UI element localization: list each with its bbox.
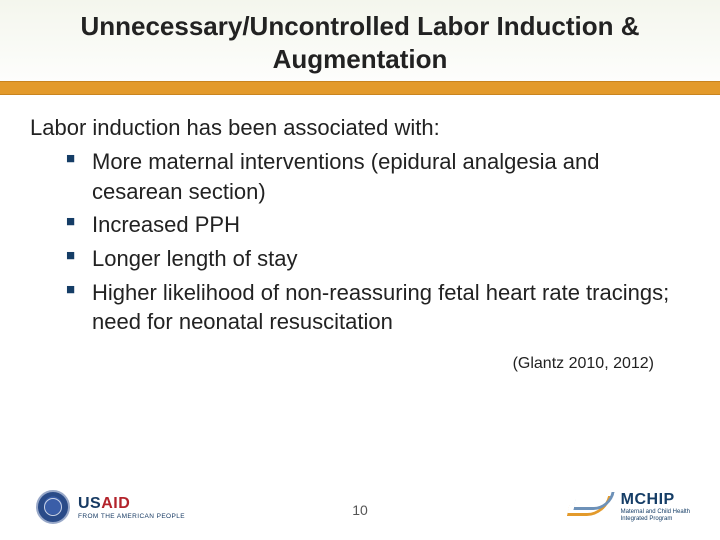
slide: Unnecessary/Uncontrolled Labor Induction… xyxy=(0,0,720,540)
usaid-suffix: AID xyxy=(101,495,130,512)
usaid-tagline: FROM THE AMERICAN PEOPLE xyxy=(78,513,185,520)
usaid-wordmark: USAID FROM THE AMERICAN PEOPLE xyxy=(78,495,185,520)
list-item: Increased PPH xyxy=(66,210,690,240)
lead-text: Labor induction has been associated with… xyxy=(30,115,690,141)
mchip-name: MCHIP xyxy=(621,491,690,509)
accent-bar xyxy=(0,81,720,95)
page-number: 10 xyxy=(352,502,368,518)
bullet-list: More maternal interventions (epidural an… xyxy=(30,147,690,337)
mchip-tagline-2: Integrated Program xyxy=(621,516,690,522)
mchip-swoosh-icon xyxy=(569,492,615,522)
usaid-prefix: US xyxy=(78,495,101,512)
mchip-logo: MCHIP Maternal and Child Health Integrat… xyxy=(569,491,690,522)
mchip-wordmark: MCHIP Maternal and Child Health Integrat… xyxy=(621,491,690,522)
list-item: More maternal interventions (epidural an… xyxy=(66,147,690,206)
usaid-seal-icon xyxy=(36,490,70,524)
body-region: Labor induction has been associated with… xyxy=(0,95,720,373)
citation-text: (Glantz 2010, 2012) xyxy=(30,341,690,373)
footer: USAID FROM THE AMERICAN PEOPLE 10 MCHIP … xyxy=(0,472,720,528)
usaid-logo: USAID FROM THE AMERICAN PEOPLE xyxy=(36,490,185,524)
slide-title: Unnecessary/Uncontrolled Labor Induction… xyxy=(24,10,696,75)
list-item: Longer length of stay xyxy=(66,244,690,274)
title-region: Unnecessary/Uncontrolled Labor Induction… xyxy=(0,0,720,75)
list-item: Higher likelihood of non-reassuring feta… xyxy=(66,278,690,337)
